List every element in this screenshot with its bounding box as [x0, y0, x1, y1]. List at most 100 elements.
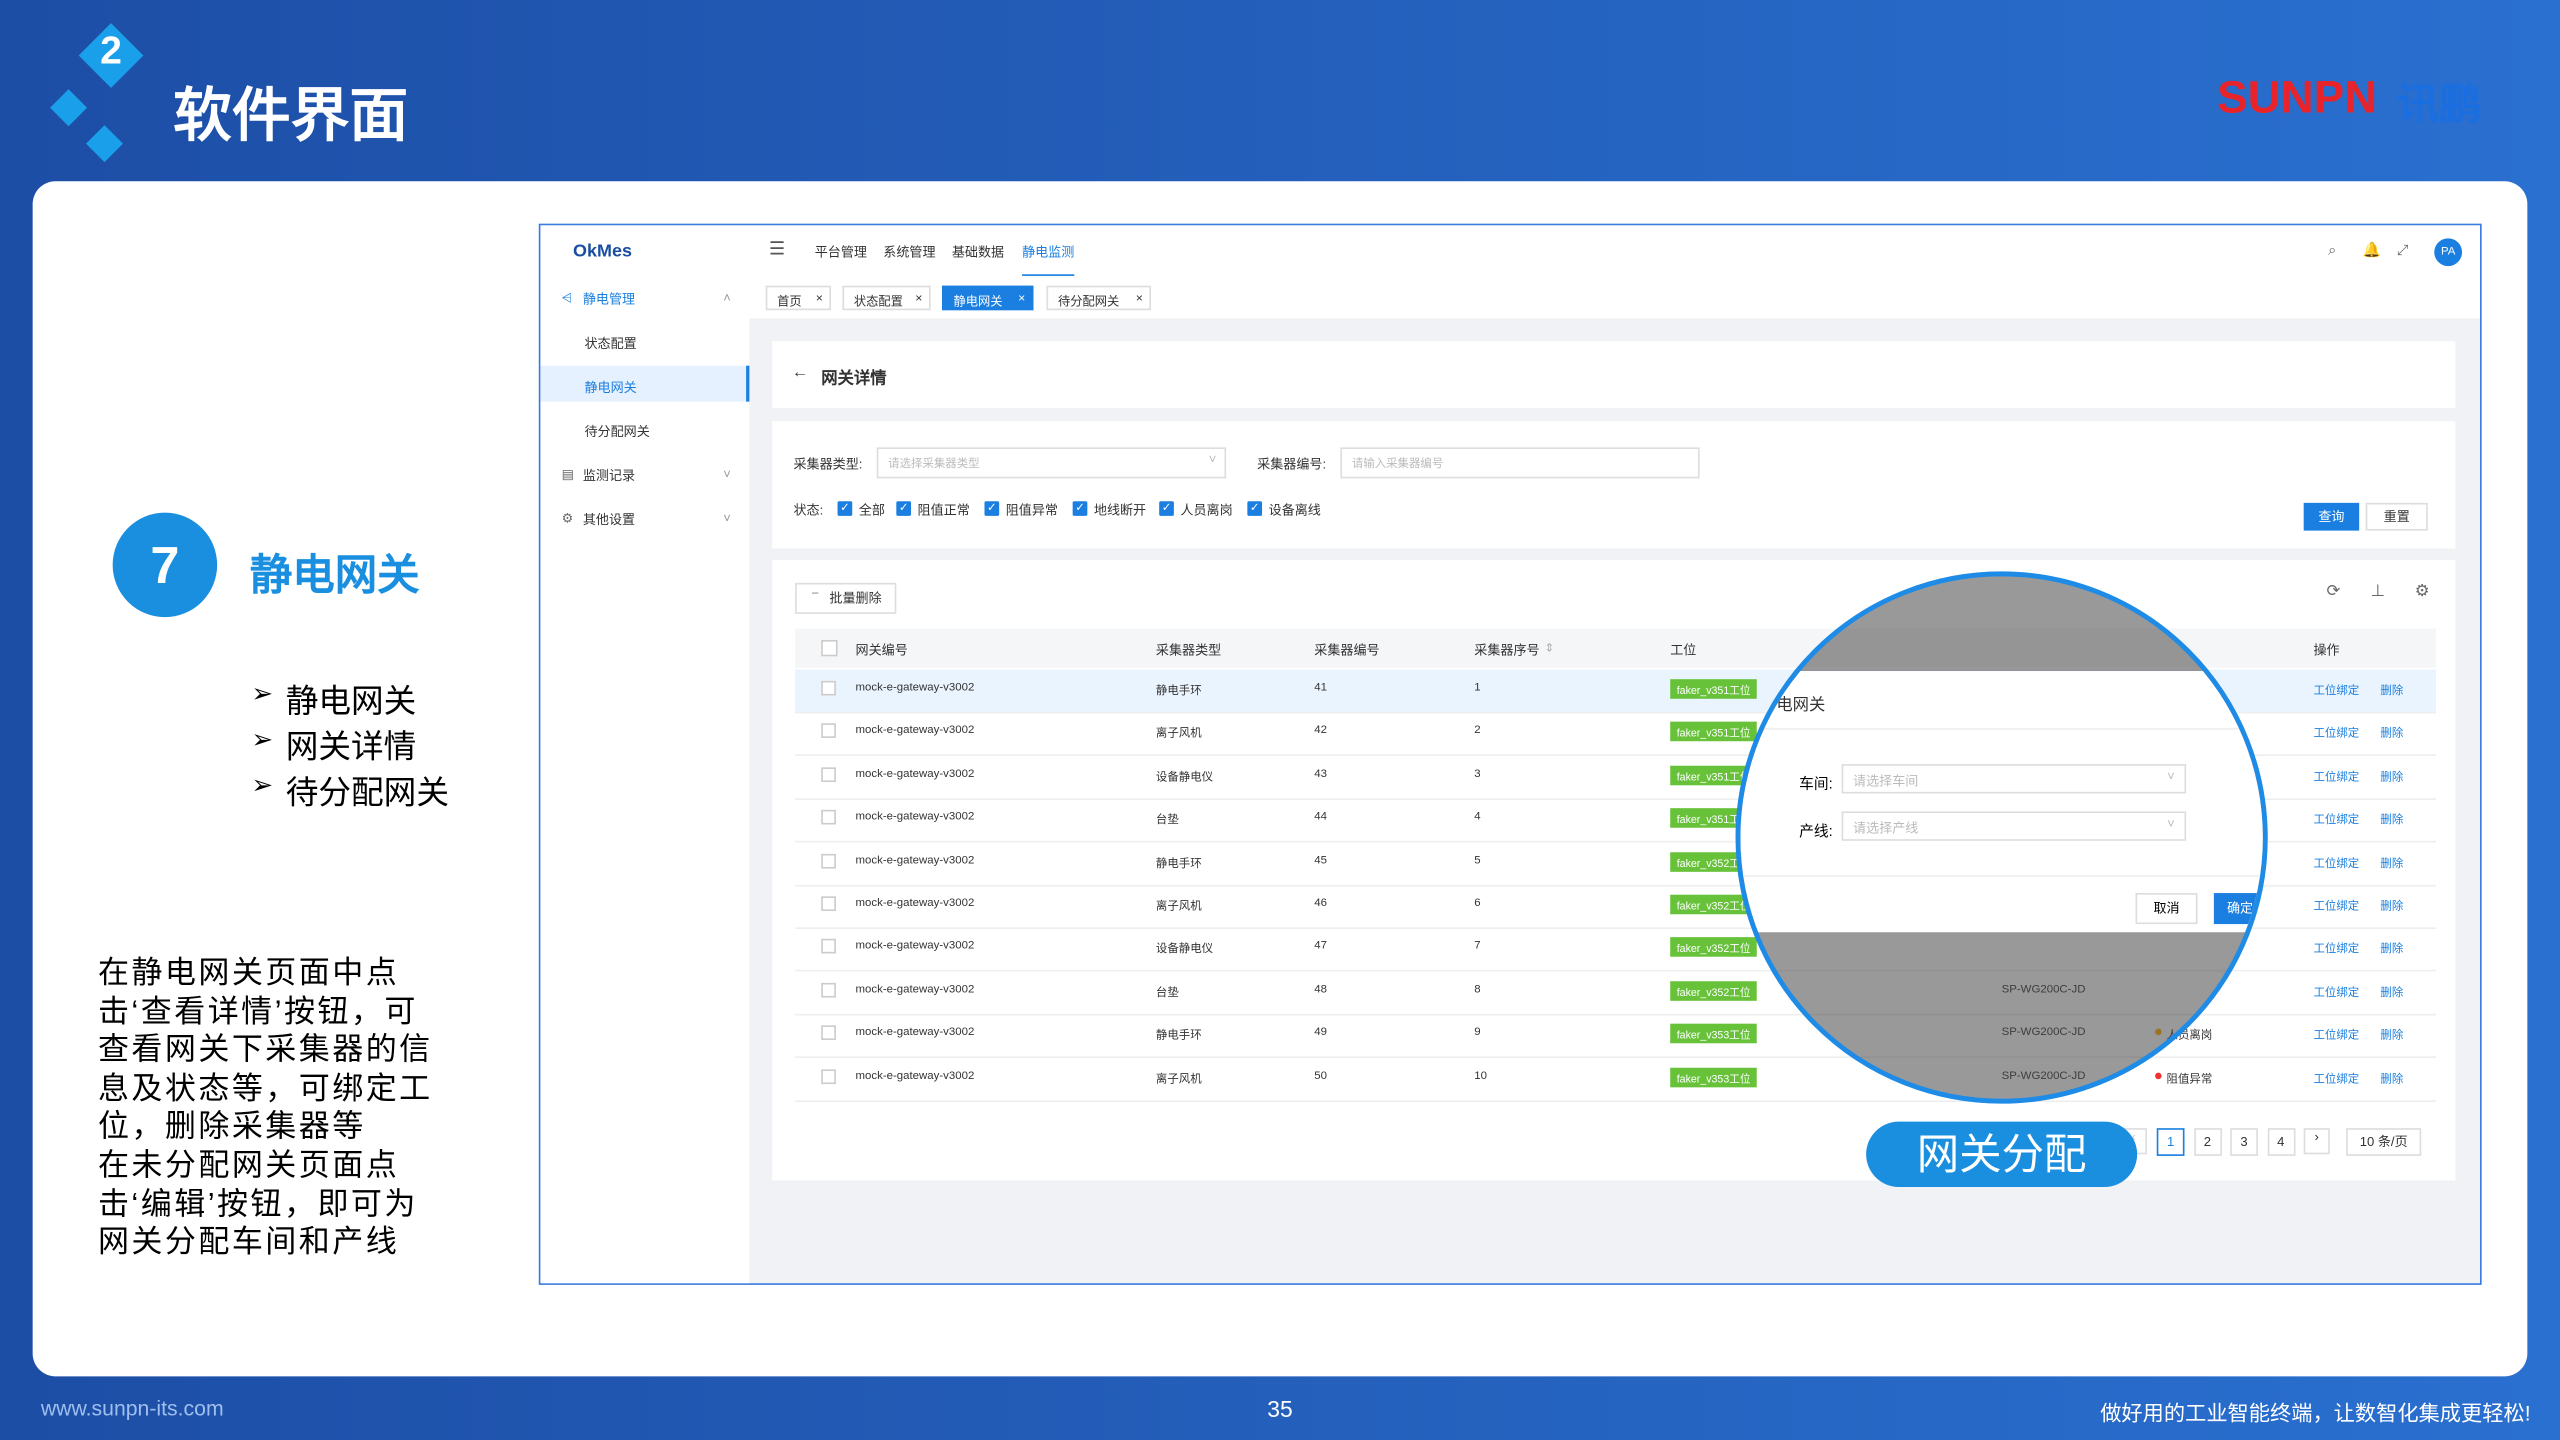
row-action[interactable]: 工位绑定 [2313, 1030, 2360, 1042]
column-header: 操作 [2313, 643, 2340, 658]
header-checkbox[interactable] [821, 640, 838, 657]
brand-en: SUNPN [2217, 71, 2378, 123]
top-menu-item[interactable]: 系统管理 [883, 244, 936, 260]
tab-label: 静电网关 [953, 293, 1003, 309]
row-action[interactable]: 工位绑定 [2313, 814, 2360, 827]
row-action[interactable]: 工位绑定 [2313, 858, 2360, 870]
sidebar-item[interactable]: 静电网关 [584, 380, 637, 396]
header-icon[interactable]: ⤢ [2396, 241, 2409, 258]
placeholder: 请选择车间 [1853, 773, 1919, 789]
bullet-marker: ➢ [251, 726, 274, 755]
row-action[interactable]: 删除 [2380, 728, 2404, 741]
checkbox[interactable]: ✓ [837, 501, 853, 516]
row-checkbox[interactable] [821, 1068, 836, 1084]
row-checkbox[interactable] [821, 680, 836, 696]
confirm-button[interactable]: 确定 [2213, 893, 2263, 925]
input[interactable]: 请输入采集器编号 [1340, 447, 1700, 479]
sidebar-group[interactable]: 静电管理 [582, 292, 636, 307]
checkbox[interactable]: ✓ [1159, 501, 1174, 516]
reset-button[interactable]: 重置 [2365, 502, 2428, 531]
top-menu-item[interactable]: 平台管理 [814, 244, 867, 260]
row-action[interactable]: 工位绑定 [2313, 944, 2360, 956]
top-menu-item[interactable]: 基础数据 [951, 244, 1005, 260]
sidebar-icon: ▤ [561, 466, 574, 482]
row-checkbox[interactable] [821, 982, 836, 998]
row-action[interactable]: 删除 [2380, 1030, 2404, 1042]
deco-diamond [86, 125, 123, 163]
header-icon[interactable]: ⌕ [2328, 241, 2337, 258]
page-button[interactable]: 1 [2156, 1128, 2185, 1156]
row-action[interactable]: 删除 [2380, 814, 2404, 827]
row-checkbox[interactable] [821, 1025, 836, 1041]
row-checkbox[interactable] [821, 723, 836, 739]
bullet-marker: ➢ [251, 680, 274, 709]
bullet: 待分配网关 [285, 775, 449, 812]
row-action[interactable]: 删除 [2380, 771, 2404, 784]
query-button[interactable]: 查询 [2303, 502, 2360, 531]
toolbar-icon[interactable]: ⚙ [2414, 582, 2430, 601]
back-arrow[interactable]: ← [791, 364, 809, 383]
row-checkbox[interactable] [821, 853, 836, 868]
row-action[interactable]: 工位绑定 [2313, 901, 2360, 913]
station-tag: faker_v352工位 [1670, 894, 1758, 915]
row-checkbox[interactable] [821, 896, 836, 912]
sidebar-item[interactable]: 状态配置 [584, 336, 637, 352]
tab[interactable]: 静电网关 × [942, 285, 1034, 311]
footer-page: 35 [1267, 1395, 1293, 1423]
tab[interactable]: 待分配网关 × [1046, 285, 1152, 311]
toolbar-icon[interactable]: ⊥ [2370, 582, 2385, 601]
page-next[interactable]: › [2303, 1128, 2330, 1155]
station-tag: faker_v352工位 [1670, 980, 1758, 1001]
header-icon[interactable]: 🔔 [2362, 241, 2381, 258]
row-action[interactable]: 删除 [2380, 685, 2404, 698]
row-checkbox[interactable] [821, 810, 836, 825]
avatar[interactable]: PA [2434, 238, 2463, 267]
row-action[interactable]: 工位绑定 [2313, 987, 2360, 999]
row-action[interactable]: 工位绑定 [2313, 728, 2360, 741]
sidebar-item[interactable]: 待分配网关 [584, 424, 650, 440]
column-header: 采集器序号 [1474, 643, 1540, 658]
checkbox[interactable]: ✓ [1072, 501, 1088, 516]
sort-icon: ⇕ [1544, 643, 1555, 655]
checkbox[interactable]: ✓ [984, 501, 1000, 516]
row-checkbox[interactable] [821, 939, 836, 955]
tab-close: × [915, 290, 923, 306]
row-action[interactable]: 删除 [2380, 901, 2404, 913]
page-button[interactable]: 2 [2193, 1128, 2222, 1156]
sidebar-group[interactable]: 其他设置 [582, 512, 636, 528]
sidebar-active [540, 365, 750, 402]
table-cell: 50 [1314, 1070, 1328, 1082]
top-menu-item[interactable]: 静电监测 [1022, 243, 1075, 276]
row-action[interactable]: 删除 [2380, 987, 2404, 999]
tab-close: × [1135, 290, 1143, 306]
row-action[interactable]: 工位绑定 [2313, 771, 2360, 784]
bullet: 静电网关 [285, 684, 417, 720]
sidebar-group[interactable]: 监测记录 [582, 468, 636, 484]
tab[interactable]: 状态配置 × [842, 285, 931, 311]
table-cell: 48 [1314, 984, 1328, 996]
page-size[interactable]: 10 条/页 [2346, 1128, 2422, 1156]
page-button[interactable]: 3 [2230, 1128, 2258, 1156]
step-title: 静电网关 [249, 550, 420, 600]
cancel-button[interactable]: 取消 [2135, 893, 2198, 925]
page-button[interactable]: 4 [2266, 1128, 2295, 1156]
checkbox[interactable]: ✓ [1247, 501, 1263, 516]
select[interactable]: 请选择采集器类型 ˅ [876, 447, 1227, 479]
select[interactable]: 请选择产线 ˅ [1841, 811, 2187, 841]
sidebar-arrow: ˅ [723, 511, 731, 526]
row-checkbox[interactable] [821, 767, 836, 782]
table-cell: 台垫 [1155, 814, 1179, 827]
row-action[interactable]: 删除 [2380, 858, 2404, 870]
batch-delete[interactable]: 批量删除 [795, 582, 897, 614]
select[interactable]: 请选择车间 ˅ [1841, 764, 2187, 794]
table-cell: mock-e-gateway-v3002 [855, 1070, 975, 1082]
table-row [795, 712, 2436, 757]
tab[interactable]: 首页 × [765, 285, 832, 311]
checkbox[interactable]: ✓ [896, 501, 912, 516]
row-action[interactable]: 删除 [2380, 944, 2404, 956]
toolbar-icon[interactable]: ⟳ [2326, 582, 2341, 601]
checkbox-label: 人员离岗 [1180, 502, 1233, 518]
row-action[interactable]: 工位绑定 [2313, 1073, 2360, 1086]
row-action[interactable]: 删除 [2380, 1073, 2404, 1086]
row-action[interactable]: 工位绑定 [2313, 685, 2360, 698]
